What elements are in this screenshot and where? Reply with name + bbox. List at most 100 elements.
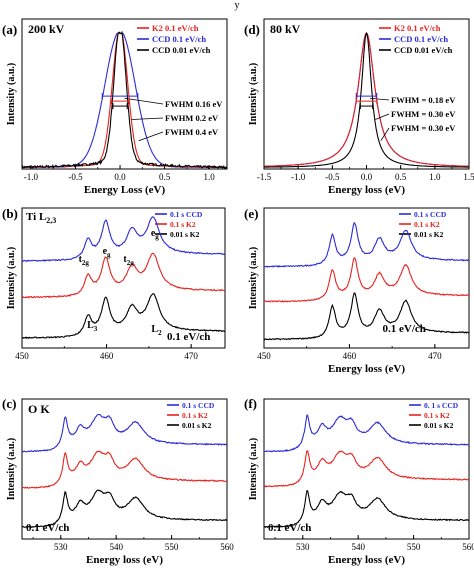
panel-header: 80 kV: [270, 22, 301, 36]
x-axis-label: Energy Loss (eV): [84, 184, 166, 196]
legend-label: 0. 1 s CCD: [424, 401, 459, 410]
panel-label: (f): [244, 396, 257, 411]
series-line: [21, 30, 228, 170]
peak-label: L3: [87, 320, 98, 333]
y-axis-label: Intensity (a.u.): [6, 247, 17, 310]
legend-label: 0.01 s K2: [414, 230, 444, 239]
x-tick-label: 470: [428, 351, 442, 361]
y-axis-label: Intensity (a.u.): [6, 63, 17, 126]
legend-label: 0.01 s K2: [182, 421, 212, 430]
x-tick-label: 1.0: [429, 172, 441, 182]
y-axis-label: Intensity (a.u.): [248, 247, 259, 310]
annotation-leader: [138, 131, 164, 142]
peak-label: eg: [151, 228, 159, 241]
x-tick-label: 450: [257, 351, 271, 361]
panel-a: (a) -1.0 -0.5 0.0 0.5 1.0 Energy Loss (eV) Inte…: [2, 18, 228, 196]
fwhm-annotation: FWHM 0.4 eV: [165, 127, 219, 137]
series-line: [21, 413, 228, 453]
x-tick-label: 460: [343, 351, 357, 361]
legend-label: 0.1 s K2: [424, 411, 450, 420]
x-tick-label: -0.5: [68, 172, 83, 182]
x-tick-label: 0.5: [159, 172, 171, 182]
legend-label: 0.1 s CCD: [182, 401, 215, 410]
panel-header-sub: 2,3: [46, 216, 56, 225]
fwhm-annotation: FWHM = 0.18 eV: [391, 95, 456, 105]
fwhm-annotation: FWHM 0.2 eV: [165, 113, 219, 123]
x-axis-label: Energy loss (eV): [328, 184, 405, 196]
panel-label: (b): [2, 206, 18, 221]
plot-frame: [21, 398, 228, 540]
legend-label: CCD 0.1 eV/ch: [394, 34, 448, 44]
legend-label: 0.01 s K2: [170, 230, 200, 239]
x-axis-label: Energy loss (eV): [328, 363, 405, 375]
series-line: [264, 31, 469, 168]
legend-label: 0.1 s K2: [414, 220, 440, 229]
footnote: 0.1 eV/ch: [383, 323, 426, 335]
fwhm-annotation: FWHM 0.16 eV: [165, 99, 223, 109]
peak-label-sub: 2g: [127, 259, 135, 267]
peak-label: L2: [151, 324, 162, 337]
y-axis-label: Intensity (a.u.): [248, 438, 259, 501]
fwhm-annotation: FWHM = 0.30 eV: [391, 109, 456, 119]
legend-label: K2 0.1 eV/ch: [152, 23, 199, 33]
peak-label-sub: 2g: [82, 259, 90, 267]
footnote: 0.1 eV/ch: [268, 522, 311, 534]
panel-header: 200 kV: [28, 22, 65, 36]
plot-frame: [21, 18, 228, 170]
panel-label: (e): [244, 206, 258, 221]
legend-label: CCD 0.1 eV/ch: [152, 34, 206, 44]
series-line: [21, 216, 226, 263]
plot-frame: [21, 207, 226, 349]
x-axis-label: Energy loss (eV): [86, 554, 163, 566]
legend-label: 0.1 s K2: [182, 411, 208, 420]
panel-label: (d): [244, 22, 260, 37]
x-tick-label: 0.0: [361, 172, 373, 182]
x-tick-label: 560: [220, 542, 234, 552]
series-line: [263, 414, 470, 453]
x-tick-label: -1.0: [24, 172, 39, 182]
x-tick-label: 560: [462, 542, 474, 552]
panel-b: (b) 450 460 470 Intensity (a.u.) Ti L2,3 0.1 s…: [2, 206, 226, 361]
legend-label: 0.01 s K2: [424, 421, 454, 430]
legend-label: 0.1 s CCD: [414, 210, 447, 219]
x-tick-label: 540: [109, 542, 123, 552]
peak-label-sub: 3: [94, 325, 98, 333]
legend-label: K2 0.1 eV/ch: [394, 23, 441, 33]
series-line: [21, 489, 228, 529]
x-axis-label: Energy loss (eV): [328, 554, 405, 566]
legend-label: CCD 0.01 eV/ch: [152, 45, 211, 55]
footnote: 0.1 eV/ch: [26, 522, 69, 534]
x-tick-label: 550: [407, 542, 421, 552]
x-tick-label: 530: [296, 542, 310, 552]
x-tick-label: 1.5: [463, 172, 474, 182]
x-tick-label: 1.0: [204, 172, 216, 182]
panels: (a) -1.0 -0.5 0.0 0.5 1.0 Energy Loss (eV) Inte…: [2, 18, 474, 566]
plot-frame: [263, 398, 470, 540]
series-line: [263, 292, 470, 341]
x-tick-label: 540: [351, 542, 365, 552]
annotation-leader: [369, 97, 390, 101]
panel-label: (c): [2, 396, 16, 411]
panel-c: (c) 530 540 550 560 Energy loss (eV) Intensity…: [2, 396, 234, 566]
peak-label-sub: 2: [158, 329, 162, 337]
y-axis-label: Intensity (a.u.): [248, 63, 259, 126]
series-line: [263, 489, 470, 529]
top-caption: y: [235, 0, 240, 11]
y-axis-label: Intensity (a.u.): [6, 438, 17, 501]
x-tick-label: 0.0: [114, 172, 126, 182]
annotation-leader: [380, 127, 390, 141]
peak-label-sub: g: [107, 251, 111, 259]
x-tick-label: 0.5: [395, 172, 407, 182]
x-tick-label: 530: [54, 542, 68, 552]
panel-label: (a): [2, 22, 17, 37]
series-line: [263, 450, 470, 488]
legend-label: CCD 0.01 eV/ch: [394, 45, 453, 55]
panel-header: Ti L2,3: [26, 211, 56, 225]
panel-e: (e) 450 460 470 Energy loss (eV) Intensity (a…: [244, 206, 470, 375]
x-tick-label: -1.0: [291, 172, 306, 182]
fwhm-annotation: FWHM = 0.30 eV: [391, 123, 456, 133]
footnote: 0.1 eV/ch: [167, 331, 210, 343]
series-line: [263, 257, 470, 303]
series-line: [263, 221, 470, 268]
